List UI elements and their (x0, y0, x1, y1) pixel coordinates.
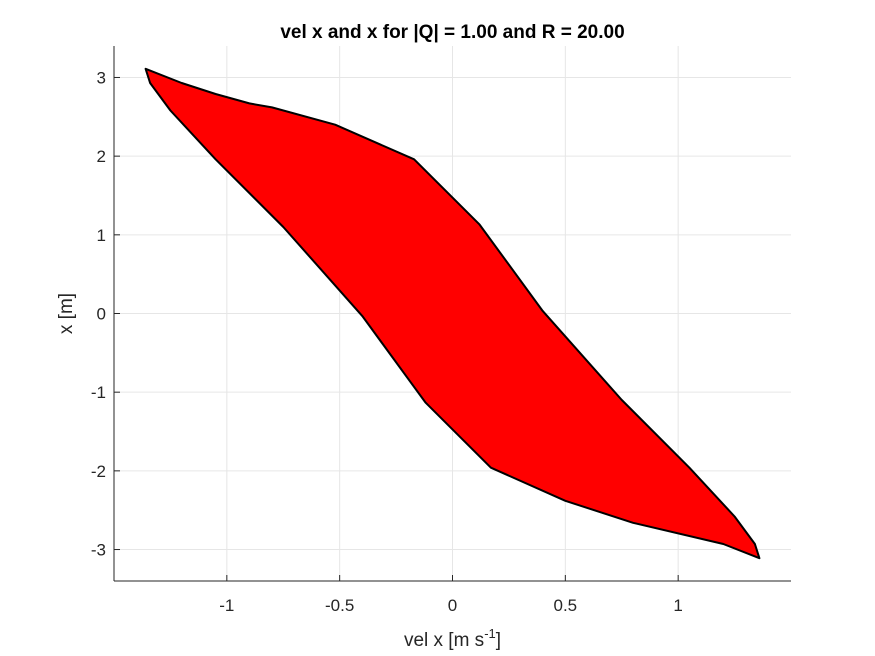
x-tick-label: -1 (219, 596, 234, 615)
y-axis-ticks: 3 2 1 0 -1 -2 -3 (91, 68, 120, 560)
x-axis-ticks: -1 -0.5 0 0.5 1 (219, 575, 683, 615)
y-tick-label: 3 (97, 68, 106, 87)
x-axis-label-base: vel x [m s (404, 630, 484, 651)
y-tick-label: 1 (97, 226, 106, 245)
chart-title: vel x and x for |Q| = 1.00 and R = 20.00 (280, 22, 624, 43)
x-axis-label: vel x [m s-1] (404, 626, 501, 651)
x-tick-label: 0 (448, 596, 457, 615)
data-layer (144, 67, 761, 560)
x-axis-label-superscript: -1 (484, 626, 496, 641)
x-tick-label: 0.5 (554, 596, 578, 615)
x-tick-label: -0.5 (325, 596, 354, 615)
y-tick-label: -3 (91, 541, 106, 560)
x-tick-label: 1 (673, 596, 682, 615)
y-axis-label: x [m] (56, 293, 77, 334)
x-axis-label-end: ] (496, 630, 501, 651)
y-tick-label: -1 (91, 383, 106, 402)
y-tick-label: 2 (97, 147, 106, 166)
y-tick-label: -2 (91, 462, 106, 481)
filled-region (144, 67, 761, 560)
y-tick-label: 0 (97, 305, 106, 324)
